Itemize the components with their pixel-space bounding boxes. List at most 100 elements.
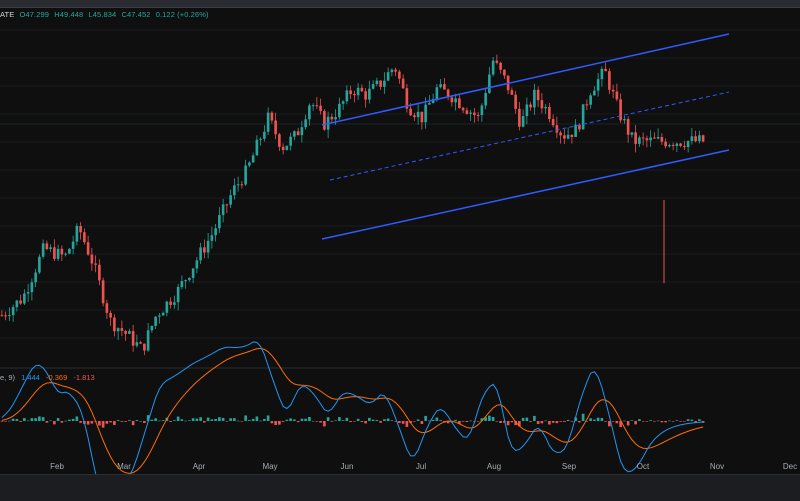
macd-histogram-bar xyxy=(683,421,686,422)
candle-body xyxy=(19,300,22,304)
candle-body xyxy=(473,112,476,115)
macd-histogram-bar xyxy=(251,418,255,421)
macd-histogram-bar xyxy=(19,421,22,422)
macd-histogram-bar xyxy=(446,421,450,424)
macd-histogram-bar xyxy=(371,419,375,421)
month-label: Jul xyxy=(415,462,427,471)
macd-histogram-bar xyxy=(596,417,600,421)
macd-histogram-bar xyxy=(540,421,544,424)
macd-histogram-bar xyxy=(656,420,660,422)
candle-body xyxy=(105,303,109,313)
macd-histogram-bar xyxy=(184,420,187,422)
macd-histogram-bar xyxy=(109,421,112,423)
macd-histogram-bar xyxy=(180,419,184,421)
candle-body xyxy=(98,264,101,281)
candle-body xyxy=(15,300,19,308)
macd-histogram-bar xyxy=(686,419,690,421)
macd-histogram-bar xyxy=(105,421,109,424)
candle-body xyxy=(668,144,671,147)
candle-body xyxy=(289,136,292,146)
macd-histogram-bar xyxy=(90,421,94,424)
candle-body xyxy=(195,260,199,269)
candle-body xyxy=(11,307,15,316)
macd-histogram-bar xyxy=(671,421,675,422)
macd-histogram-bar xyxy=(131,421,135,426)
candle-body xyxy=(608,71,611,90)
macd-histogram-bar xyxy=(296,421,300,423)
macd-histogram-bar xyxy=(128,420,131,421)
macd-histogram-bar xyxy=(649,420,652,421)
macd-histogram-bar xyxy=(641,421,645,422)
macd-histogram-bar xyxy=(435,417,439,421)
macd-histogram-bar xyxy=(161,420,165,421)
macd-histogram-bar xyxy=(293,419,296,421)
candle-body xyxy=(338,103,341,118)
candle-body xyxy=(375,80,379,85)
macd-histogram-bar xyxy=(334,420,337,421)
candle-body xyxy=(443,84,446,90)
macd-histogram-bar xyxy=(229,418,232,421)
macd-histogram-bar xyxy=(176,416,180,421)
chart-canvas[interactable] xyxy=(0,0,800,474)
candle-body xyxy=(551,118,555,126)
candle-body xyxy=(341,101,345,104)
macd-histogram-bar xyxy=(4,421,7,422)
candle-body xyxy=(23,293,26,304)
macd-histogram-bar xyxy=(533,415,536,421)
macd-histogram-bar xyxy=(484,417,487,421)
candle-body xyxy=(469,112,472,114)
candle-body xyxy=(49,247,52,250)
candle-body xyxy=(413,115,416,118)
macd-histogram-bar xyxy=(394,421,397,422)
macd-histogram-bar xyxy=(143,421,146,423)
candle-body xyxy=(319,105,322,112)
candle-body xyxy=(589,95,592,105)
candle-body xyxy=(60,248,64,255)
candle-body xyxy=(570,134,574,137)
candle-body xyxy=(368,88,371,100)
candle-body xyxy=(236,184,240,186)
candle-body xyxy=(563,135,566,139)
macd-histogram-bar xyxy=(465,421,469,423)
candle-body xyxy=(101,280,105,304)
candle-body xyxy=(450,97,454,103)
macd-histogram-bar xyxy=(206,417,210,421)
macd-histogram-bar xyxy=(630,420,634,421)
macd-histogram-bar xyxy=(581,413,585,421)
candle-body xyxy=(311,105,315,107)
candle-body xyxy=(116,328,120,332)
macd-histogram-bar xyxy=(56,418,60,421)
close-value: C47.452 xyxy=(121,10,151,19)
candle-body xyxy=(431,99,435,104)
macd-histogram-bar xyxy=(653,421,656,422)
bottom-toolbar xyxy=(0,474,800,501)
month-label: Nov xyxy=(709,462,725,471)
candle-body xyxy=(578,124,581,130)
macd-histogram-bar xyxy=(529,421,532,422)
macd-histogram-bar xyxy=(41,417,45,421)
high-value: H49.448 xyxy=(54,10,84,19)
macd-histogram-bar xyxy=(146,415,150,421)
candle-body xyxy=(529,104,532,108)
macd-histogram-bar xyxy=(68,419,71,421)
candle-body xyxy=(439,84,442,88)
macd-histogram-bar xyxy=(158,420,161,422)
macd-histogram-bar xyxy=(255,416,259,421)
candle-body xyxy=(315,105,319,107)
candle-body xyxy=(86,242,90,255)
month-label: Feb xyxy=(50,462,64,471)
macd-histogram-bar xyxy=(23,418,26,421)
macd-histogram-bar xyxy=(638,419,641,421)
macd-histogram-bar xyxy=(116,420,120,421)
macd-histogram-bar xyxy=(30,418,34,421)
macd-histogram-bar xyxy=(510,421,514,423)
macd-histogram-bar xyxy=(225,421,229,422)
macd-histogram-bar xyxy=(120,421,124,422)
candle-body xyxy=(619,99,622,121)
month-label: Oct xyxy=(636,462,650,471)
candle-body xyxy=(446,89,450,98)
candle-body xyxy=(221,204,225,216)
candle-body xyxy=(383,80,386,87)
candle-body xyxy=(349,90,352,95)
candle-body xyxy=(398,71,401,79)
